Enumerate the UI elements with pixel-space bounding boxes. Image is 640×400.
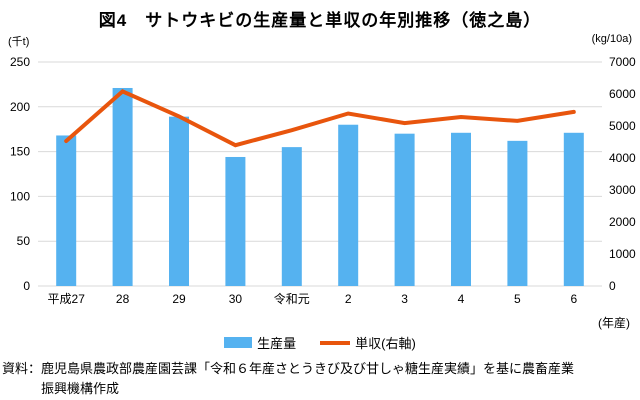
bar-production — [56, 135, 77, 286]
line-swatch-icon — [320, 340, 351, 345]
right-axis-unit: (kg/10a) — [591, 33, 632, 45]
x-axis-label: 5 — [514, 292, 521, 306]
chart-title: 図4 サトウキビの生産量と単収の年別推移（徳之島） — [98, 11, 542, 30]
x-axis-label: 2 — [345, 292, 352, 306]
legend-label-production: 生産量 — [257, 336, 297, 351]
x-axis-label: 28 — [116, 292, 130, 306]
bar-production — [394, 133, 415, 286]
x-axis-label: 4 — [458, 292, 465, 306]
left-axis-tick-label: 50 — [17, 234, 31, 248]
yield-line — [64, 89, 576, 148]
bar-production — [281, 147, 302, 286]
bar-production — [338, 124, 359, 286]
bar-swatch-icon — [224, 337, 253, 348]
x-axis-label: 平成27 — [48, 292, 86, 306]
right-axis-tick-label: 3000 — [609, 183, 636, 197]
left-axis-tick-label: 200 — [10, 100, 30, 114]
bar-production — [225, 156, 246, 286]
source-note-line1: 資料：鹿児島県農政部農産園芸課「令和６年産さとうきび及び甘しゃ糖生産実績」を基に… — [2, 361, 575, 376]
left-axis-tick-label: 150 — [10, 145, 30, 159]
bar-production — [451, 132, 471, 286]
x-axis-label: 令和元 — [274, 291, 310, 306]
right-axis-tick-label: 7000 — [609, 55, 636, 69]
right-axis-tick-label: 4000 — [609, 151, 636, 165]
right-axis-tick-label: 2000 — [609, 215, 636, 229]
legend-item-production: 生産量 — [224, 333, 296, 352]
left-axis-tick-label: 250 — [10, 55, 30, 69]
right-axis-tick-label: 6000 — [609, 87, 636, 101]
bar-production — [507, 140, 528, 286]
x-axis-label: 30 — [229, 292, 243, 306]
legend-item-yield: 単収(右軸) — [320, 333, 416, 352]
left-axis-tick-label: 0 — [23, 279, 30, 293]
x-axis-label: 6 — [570, 292, 577, 306]
source-note-line2: 振興機構作成 — [41, 381, 120, 397]
bar-production — [563, 132, 584, 286]
left-axis-tick-label: 100 — [10, 189, 30, 203]
x-axis-label: 29 — [172, 292, 186, 306]
bar-production — [169, 116, 189, 286]
x-axis-label: 3 — [401, 292, 408, 306]
x-axis-unit: (年産) — [598, 316, 630, 330]
left-axis-unit: (千t) — [8, 36, 30, 48]
right-axis-tick-label: 0 — [609, 279, 616, 293]
right-axis-tick-label: 5000 — [609, 119, 636, 133]
source-note: 資料：鹿児島県農政部農産園芸課「令和６年産さとうきび及び甘しゃ糖生産実績」を基に… — [2, 359, 574, 399]
legend: 生産量 単収(右軸) — [0, 333, 640, 352]
right-axis-tick-label: 1000 — [609, 247, 636, 261]
bar-production — [112, 87, 133, 286]
legend-label-yield: 単収(右軸) — [355, 336, 416, 351]
